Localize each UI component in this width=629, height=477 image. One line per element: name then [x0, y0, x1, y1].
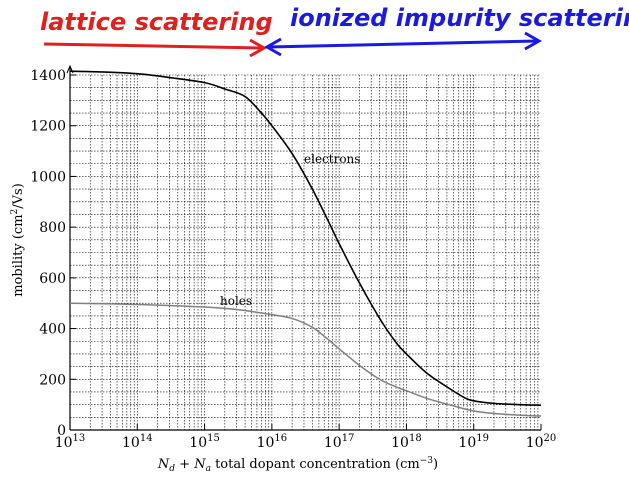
y-tick-label: 800: [39, 220, 66, 236]
region-arrowhead-ionized-right: [524, 31, 543, 51]
x-tick-label: 1014: [122, 433, 153, 451]
region-ionized-impurity: ionized impurity scattering: [263, 4, 629, 57]
region-arrow-lattice: [43, 42, 263, 50]
region-lattice-scattering: lattice scattering: [40, 8, 273, 58]
tick-labels: 1013 1014 1015 1016 1017 1018 1019 1020 0 200 400 6…: [30, 68, 556, 451]
x-tick-label: 1017: [324, 433, 355, 451]
series-line-electrons: [69, 70, 542, 406]
y-tick-label: 200: [39, 372, 66, 388]
region-arrow-ionized: [267, 39, 539, 49]
x-axis-label: Nd + Na total dopant concentration (cm−3…: [157, 456, 438, 474]
x-tick-label: 1020: [526, 433, 557, 451]
y-tick-label: 0: [57, 423, 66, 439]
y-tick-label: 1200: [30, 119, 66, 135]
grid: [69, 74, 541, 430]
region-label-ionized: ionized impurity scattering: [290, 4, 629, 32]
y-tick-label: 1000: [30, 169, 66, 185]
y-tick-label: 600: [39, 271, 66, 287]
x-tick-label: 1015: [189, 433, 220, 451]
x-tick-label: 1018: [391, 433, 422, 451]
annotation-holes: holes: [220, 294, 252, 308]
region-arrowhead-ionized-left: [263, 37, 282, 57]
plot-frame: [66, 64, 542, 431]
y-axis-label: mobility (cm2/Vs): [10, 183, 26, 297]
series-line-holes: [69, 302, 542, 417]
y-tick-label: 1400: [30, 68, 66, 84]
x-tick-label: 1019: [458, 433, 489, 451]
x-tick-label: 1013: [55, 433, 86, 451]
series-lines: [69, 70, 542, 417]
x-tick-label: 1016: [257, 433, 288, 451]
annotation-electrons: electrons: [304, 152, 360, 166]
y-tick-label: 400: [39, 322, 66, 338]
region-arrowhead-lattice: [249, 38, 268, 58]
region-label-lattice: lattice scattering: [40, 8, 273, 36]
